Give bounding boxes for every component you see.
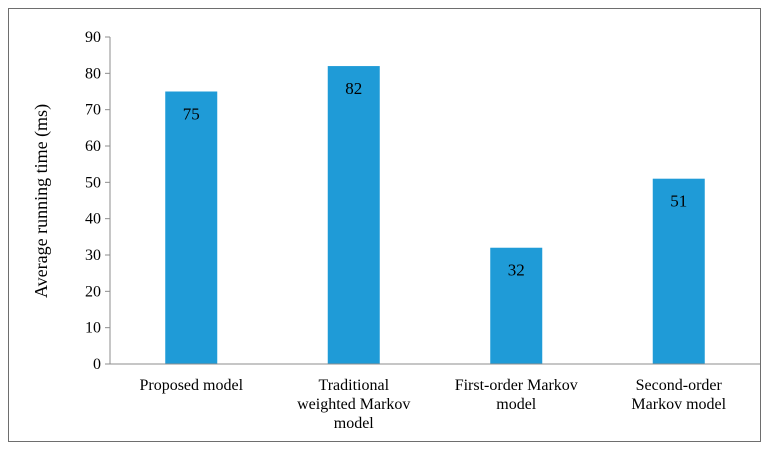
category-label: Proposed model [139, 377, 243, 394]
y-tick-label: 80 [85, 65, 101, 82]
y-axis-ticks: 0 10 20 30 40 50 60 70 80 90 [85, 29, 110, 373]
bar [327, 66, 380, 365]
data-label: 75 [183, 105, 200, 124]
bar [490, 247, 543, 364]
y-tick-label: 0 [93, 356, 101, 373]
y-tick-label: 10 [85, 320, 101, 337]
chart-frame [8, 8, 761, 442]
y-tick-label: 90 [85, 29, 101, 46]
category-label: Traditional weighted Markov model [297, 377, 410, 432]
y-tick-label: 70 [85, 102, 101, 119]
category-label: Second-order Markov model [631, 377, 726, 413]
data-label: 82 [345, 79, 362, 98]
y-tick-label: 40 [85, 211, 101, 228]
bars: 75 82 32 51 [165, 66, 705, 365]
category-labels: Proposed model Traditional weighted Markov… [139, 377, 726, 432]
bar [165, 91, 218, 364]
y-axis-title: Average running time (ms) [31, 104, 52, 298]
axes [109, 37, 760, 365]
y-tick-label: 60 [85, 138, 101, 155]
category-label: First-order Markov model [455, 377, 578, 413]
data-label: 32 [508, 261, 525, 280]
bar [652, 178, 705, 364]
y-tick-label: 50 [85, 174, 101, 191]
y-tick-label: 20 [85, 283, 101, 300]
y-tick-label: 30 [85, 247, 101, 264]
data-label: 51 [670, 192, 687, 211]
